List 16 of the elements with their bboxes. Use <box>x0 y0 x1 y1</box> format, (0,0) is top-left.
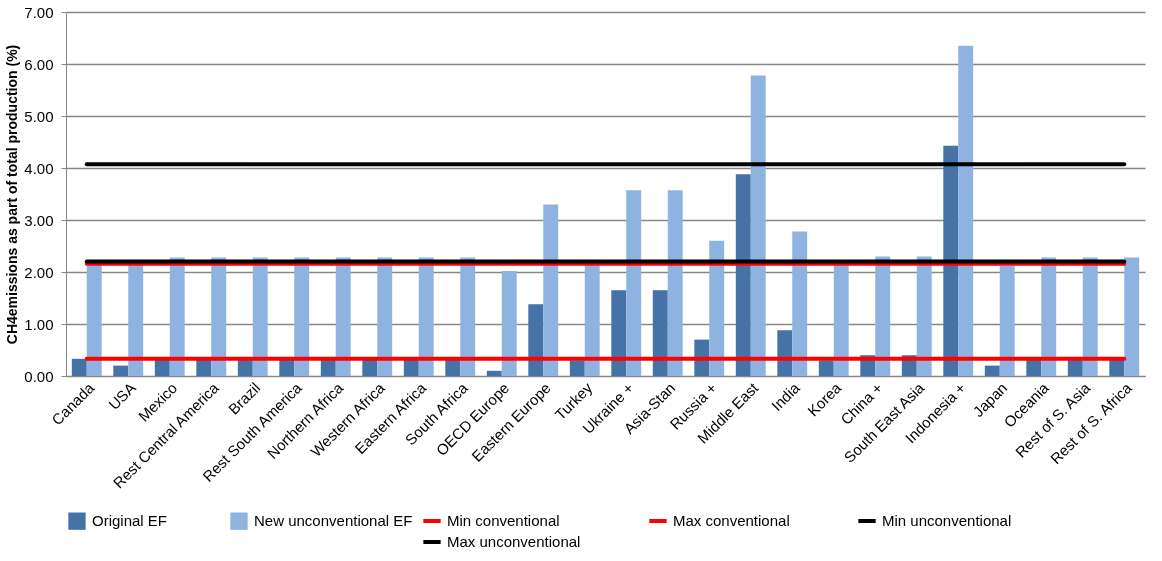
y-tick-label: 3.00 <box>24 211 54 229</box>
y-tick-label: 5.00 <box>24 107 54 125</box>
legend-label: Min conventional <box>447 512 560 529</box>
legend-label: Original EF <box>92 512 168 530</box>
y-tick-label: 1.00 <box>24 315 54 333</box>
legend-label: Max conventional <box>673 512 790 529</box>
x-tick-label: USA <box>105 379 139 413</box>
legend-label: New unconventional EF <box>254 512 413 530</box>
y-axis-title: CH4emissions as part of total production (%) <box>4 44 21 345</box>
y-tick-label: 6.00 <box>24 55 54 73</box>
y-tick-label: 2.00 <box>24 263 54 281</box>
y-tick-label: 0.00 <box>24 367 54 385</box>
y-tick-label: 4.00 <box>24 159 54 177</box>
legend-label: Min unconventional <box>882 512 1012 529</box>
legend-label: Max unconventional <box>447 533 581 550</box>
y-tick-label: 7.00 <box>24 3 54 21</box>
